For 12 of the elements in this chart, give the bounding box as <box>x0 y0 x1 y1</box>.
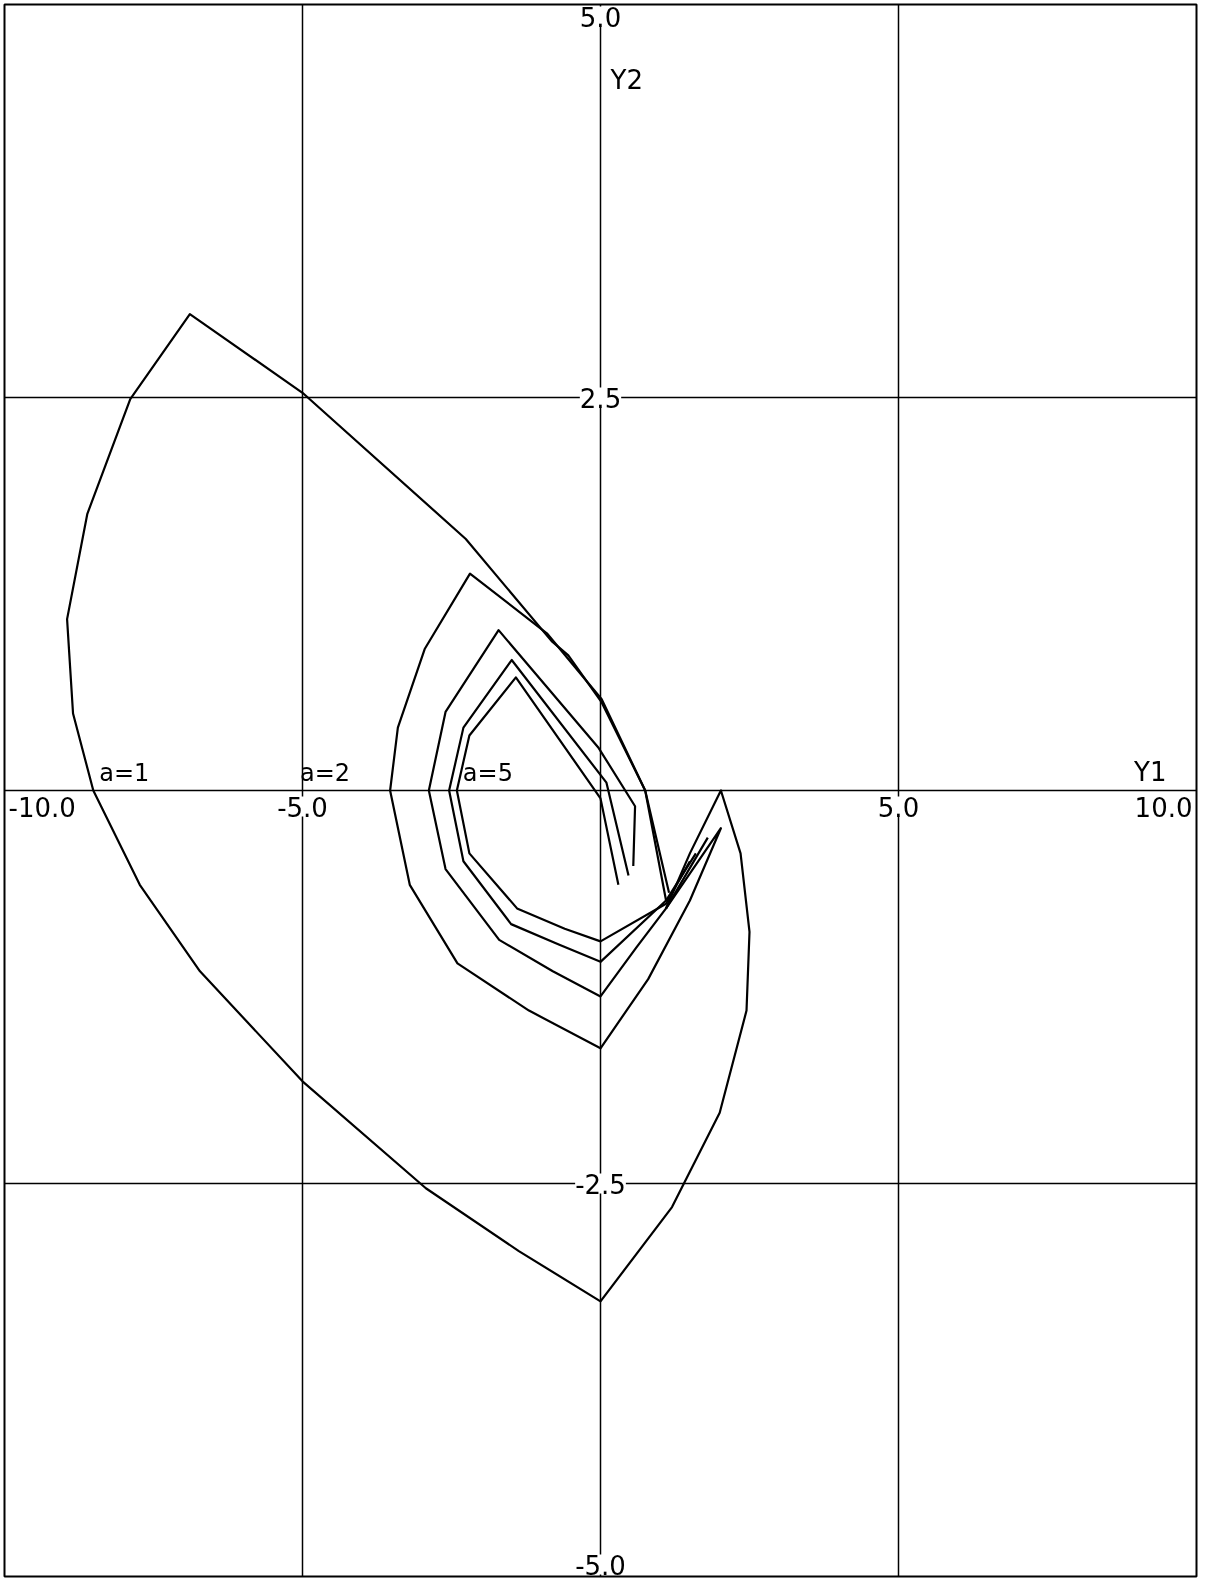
series-label: a=5 <box>462 758 513 787</box>
series-label: a=1 <box>99 758 150 787</box>
x-tick-label: 5.0 <box>877 792 920 823</box>
x-axis-title: Y1 <box>1133 756 1167 787</box>
y-tick-label: 2.5 <box>579 383 622 414</box>
x-tick-label: 10.0 <box>1134 792 1193 823</box>
y-tick-label: -2.5 <box>575 1169 626 1200</box>
x-tick-label: -5.0 <box>277 792 328 823</box>
y-axis-title: Y2 <box>609 64 643 95</box>
x-tick-label: -10.0 <box>8 792 76 823</box>
y-tick-label: -5.0 <box>575 1550 626 1581</box>
y-tick-label: 5.0 <box>579 2 622 33</box>
